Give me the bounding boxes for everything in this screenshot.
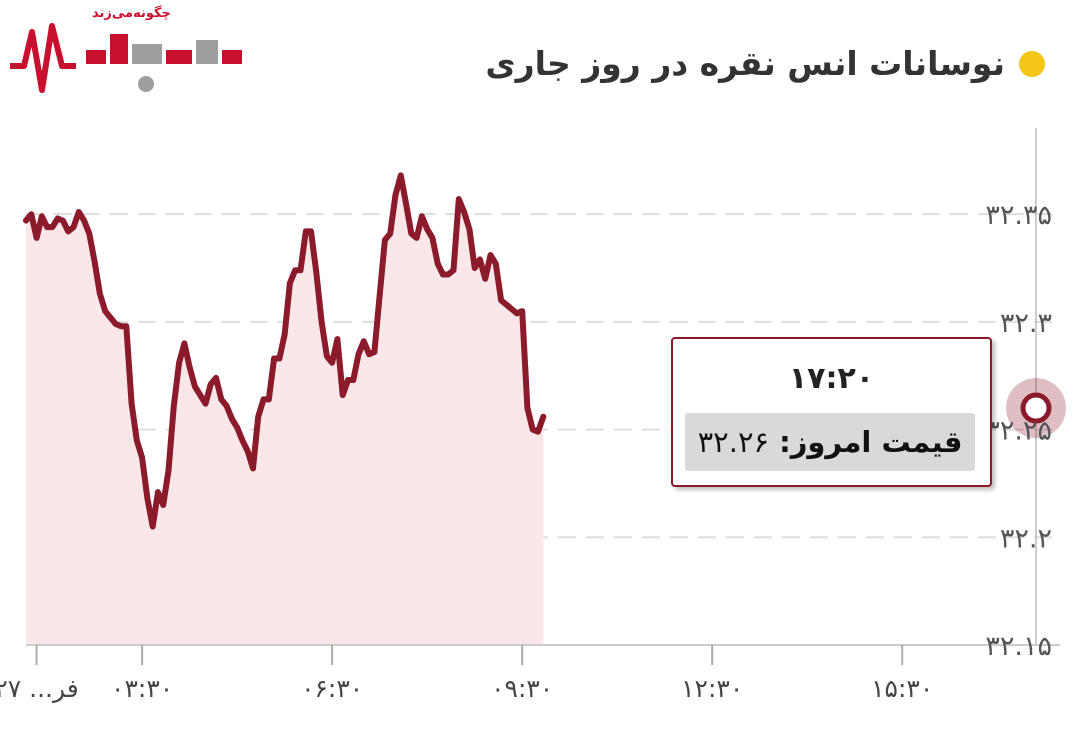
tooltip-value-box: قیمت امروز: ۳۲.۲۶ <box>685 413 975 471</box>
tooltip-value: ۳۲.۲۶ <box>697 425 770 459</box>
x-tick-label: ۰۳:۳۰ <box>111 674 173 703</box>
x-tick-label: ۱۲:۳۰ <box>681 674 743 703</box>
logo-tagline: چگونه‌می‌زند <box>92 6 171 21</box>
tooltip-time: ۱۷:۲۰ <box>788 361 875 396</box>
y-tick-label: ۳۲.۱۵ <box>985 631 1052 662</box>
y-tick-label: ۳۲.۳ <box>1000 308 1052 339</box>
x-axis-ticks: ۲۷ ...فر ۰۳:۳۰ ۰۶:۳۰ ۰۹:۳۰ ۱۲:۳۰ ۱۵:۳۰ <box>0 645 933 703</box>
x-tick-label: ۰۹:۳۰ <box>491 674 553 703</box>
tooltip-label: قیمت امروز: <box>779 425 963 459</box>
y-tick-label: ۳۲.۲۵ <box>985 416 1052 447</box>
x-tick-label: ۰۶:۳۰ <box>301 674 363 703</box>
y-tick-label: ۳۲.۲ <box>1000 523 1052 554</box>
chart-tooltip: ۱۷:۲۰ قیمت امروز: ۳۲.۲۶ <box>671 337 992 487</box>
y-axis-ticks: ۳۲.۳۵ ۳۲.۳ ۳۲.۲۵ ۳۲.۲ ۳۲.۱۵ <box>985 200 1052 662</box>
chart-header: نوسانات انس نقره در روز جاری <box>485 44 1045 83</box>
hover-marker <box>1020 392 1052 424</box>
series-area <box>26 175 544 645</box>
series-line <box>23 172 547 530</box>
x-tick-label: ۱۵:۳۰ <box>871 674 933 703</box>
title-dot-icon <box>1019 50 1045 77</box>
brand-logo[interactable] <box>6 4 246 100</box>
heartbeat-logo-icon <box>10 23 242 93</box>
chart-title: نوسانات انس نقره در روز جاری <box>485 44 1005 83</box>
x-tick-label: ۲۷ ...فر <box>0 674 79 703</box>
y-tick-label: ۳۲.۳۵ <box>985 200 1052 231</box>
